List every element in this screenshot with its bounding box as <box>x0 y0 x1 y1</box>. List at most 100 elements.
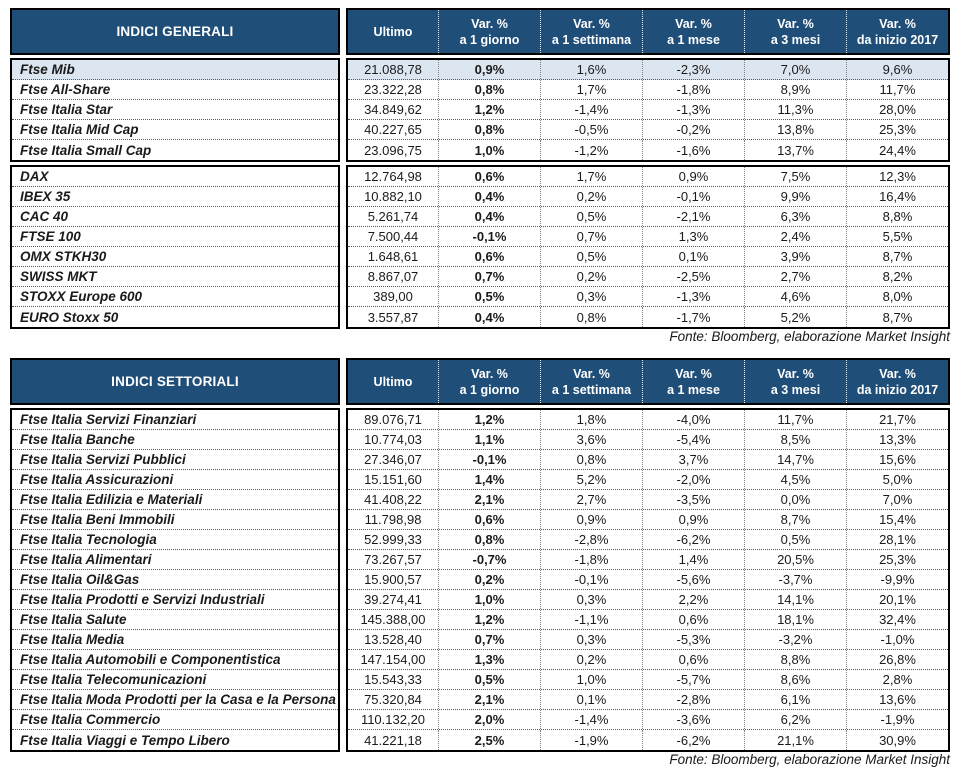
column-header-line2: da inizio 2017 <box>856 32 939 47</box>
column-header-line1: Var. % <box>879 16 916 31</box>
index-name: DAX <box>12 167 338 187</box>
index-values-panel: 21.088,78 0,9% 1,6% -2,3% 7,0% 9,6% 23.322,28 0… <box>346 58 950 162</box>
index-values-row: 75.320,84 2,1% 0,1% -2,8% 6,1% 13,6% <box>348 690 948 710</box>
index-values-panel: 12.764,98 0,6% 1,7% 0,9% 7,5% 12,3% 10.882,10 0… <box>346 165 950 329</box>
column-header-line1: Var. % <box>675 366 712 381</box>
value-cell: 0,1% <box>540 690 642 709</box>
index-name: Ftse Italia Oil&Gas <box>12 570 338 590</box>
column-header-line1: Var. % <box>675 16 712 31</box>
index-name: Ftse Italia Prodotti e Servizi Industria… <box>12 590 338 610</box>
index-name: STOXX Europe 600 <box>12 287 338 307</box>
index-values-row: 147.154,00 1,3% 0,2% 0,6% 8,8% 26,8% <box>348 650 948 670</box>
index-name: OMX STKH30 <box>12 247 338 267</box>
index-values-panel: 89.076,71 1,2% 1,8% -4,0% 11,7% 21,7% 10.774,0… <box>346 408 950 752</box>
value-cell: 73.267,57 <box>364 552 422 567</box>
column-header-var-1-mese: Var. % a 1 mese <box>642 360 744 403</box>
value-cell: 1,4% <box>438 470 540 489</box>
general-title-box: INDICI GENERALI <box>10 8 340 55</box>
index-values-row: 3.557,87 0,4% 0,8% -1,7% 5,2% 8,7% <box>348 307 948 327</box>
index-values-row: 41.221,18 2,5% -1,9% -6,2% 21,1% 30,9% <box>348 730 948 750</box>
value-cell: -1,7% <box>642 307 744 327</box>
value-cell: 25,3% <box>846 120 948 139</box>
index-values-row: 7.500,44 -0,1% 0,7% 1,3% 2,4% 5,5% <box>348 227 948 247</box>
index-values-row: 27.346,07 -0,1% 0,8% 3,7% 14,7% 15,6% <box>348 450 948 470</box>
value-cell: 21.088,78 <box>364 62 422 77</box>
value-cell: 7,0% <box>846 490 948 509</box>
value-cell: -1,6% <box>642 140 744 160</box>
index-values-row: 389,00 0,5% 0,3% -1,3% 4,6% 8,0% <box>348 287 948 307</box>
value-cell: 3.557,87 <box>367 309 419 325</box>
value-cell: 0,6% <box>642 610 744 629</box>
index-values-row: 52.999,33 0,8% -2,8% -6,2% 0,5% 28,1% <box>348 530 948 550</box>
value-cell: -1,3% <box>642 287 744 306</box>
column-header-line1: Ultimo <box>373 374 413 389</box>
index-values-row: 110.132,20 2,0% -1,4% -3,6% 6,2% -1,9% <box>348 710 948 730</box>
index-name: Ftse Italia Beni Immobili <box>12 510 338 530</box>
value-cell: 0,6% <box>438 510 540 529</box>
value-cell: 8,7% <box>846 247 948 266</box>
column-header-line2: a 3 mesi <box>770 382 821 397</box>
index-names-panel: Ftse Italia Servizi Finanziari Ftse Itali… <box>10 408 340 752</box>
value-cell: 0,8% <box>438 120 540 139</box>
index-values-row: 10.774,03 1,1% 3,6% -5,4% 8,5% 13,3% <box>348 430 948 450</box>
index-name: Ftse Italia Edilizia e Materiali <box>12 490 338 510</box>
value-cell: 5,2% <box>744 307 846 327</box>
column-header-var-1-settimana: Var. % a 1 settimana <box>540 10 642 53</box>
value-cell: -0,1% <box>642 187 744 206</box>
value-cell: 8,2% <box>846 267 948 286</box>
value-cell: 11,3% <box>744 100 846 119</box>
value-cell: 0,5% <box>438 670 540 689</box>
value-cell: 2,2% <box>642 590 744 609</box>
value-cell: 5,2% <box>540 470 642 489</box>
value-cell: 11.798,98 <box>364 512 422 527</box>
value-cell: -1,8% <box>642 80 744 99</box>
value-cell: 2,4% <box>744 227 846 246</box>
value-cell: -4,0% <box>642 410 744 429</box>
value-cell: -5,6% <box>642 570 744 589</box>
value-cell: 147.154,00 <box>360 652 426 667</box>
value-cell: 39.274,41 <box>364 592 422 607</box>
value-cell: 0,9% <box>642 510 744 529</box>
value-cell: -1,9% <box>540 730 642 750</box>
index-values-row: 73.267,57 -0,7% -1,8% 1,4% 20,5% 25,3% <box>348 550 948 570</box>
value-cell: -2,5% <box>642 267 744 286</box>
value-cell: 5,0% <box>846 470 948 489</box>
value-cell: 21,1% <box>744 730 846 750</box>
value-cell: 8,8% <box>846 207 948 226</box>
value-cell: 23.096,75 <box>364 142 422 158</box>
value-cell: 0,5% <box>744 530 846 549</box>
value-cell: 3,9% <box>744 247 846 266</box>
sectorial-table-header: INDICI SETTORIALI Ultimo Var. % a 1 giorn… <box>10 358 950 405</box>
index-name: Ftse Italia Tecnologia <box>12 530 338 550</box>
value-cell: 0,2% <box>540 650 642 669</box>
index-values-row: 5.261,74 0,4% 0,5% -2,1% 6,3% 8,8% <box>348 207 948 227</box>
value-cell: 15,4% <box>846 510 948 529</box>
value-cell: 0,9% <box>642 167 744 186</box>
index-name: CAC 40 <box>12 207 338 227</box>
index-name: FTSE 100 <box>12 227 338 247</box>
value-cell: 110.132,20 <box>360 712 426 727</box>
value-cell: -1,1% <box>540 610 642 629</box>
value-cell: 1,2% <box>438 610 540 629</box>
value-cell: -0,1% <box>540 570 642 589</box>
index-name: Ftse Italia Telecomunicazioni <box>12 670 338 690</box>
general-table-header: INDICI GENERALI Ultimo Var. % a 1 giorno … <box>10 8 950 55</box>
value-cell: -2,8% <box>540 530 642 549</box>
index-name: Ftse Italia Assicurazioni <box>12 470 338 490</box>
value-cell: -9,9% <box>846 570 948 589</box>
value-cell: 30,9% <box>846 730 948 750</box>
index-name: Ftse Italia Banche <box>12 430 338 450</box>
value-cell: 0,2% <box>540 187 642 206</box>
value-cell: 7,0% <box>744 60 846 79</box>
index-name: Ftse Italia Alimentari <box>12 550 338 570</box>
value-cell: 2,7% <box>540 490 642 509</box>
value-cell: 3,7% <box>642 450 744 469</box>
value-cell: 4,6% <box>744 287 846 306</box>
value-cell: -2,8% <box>642 690 744 709</box>
index-values-row: 34.849,62 1,2% -1,4% -1,3% 11,3% 28,0% <box>348 100 948 120</box>
value-cell: 8,7% <box>846 307 948 327</box>
value-cell: 0,7% <box>540 227 642 246</box>
value-cell: 12,3% <box>846 167 948 186</box>
value-cell: 13,7% <box>744 140 846 160</box>
value-cell: 8,8% <box>744 650 846 669</box>
